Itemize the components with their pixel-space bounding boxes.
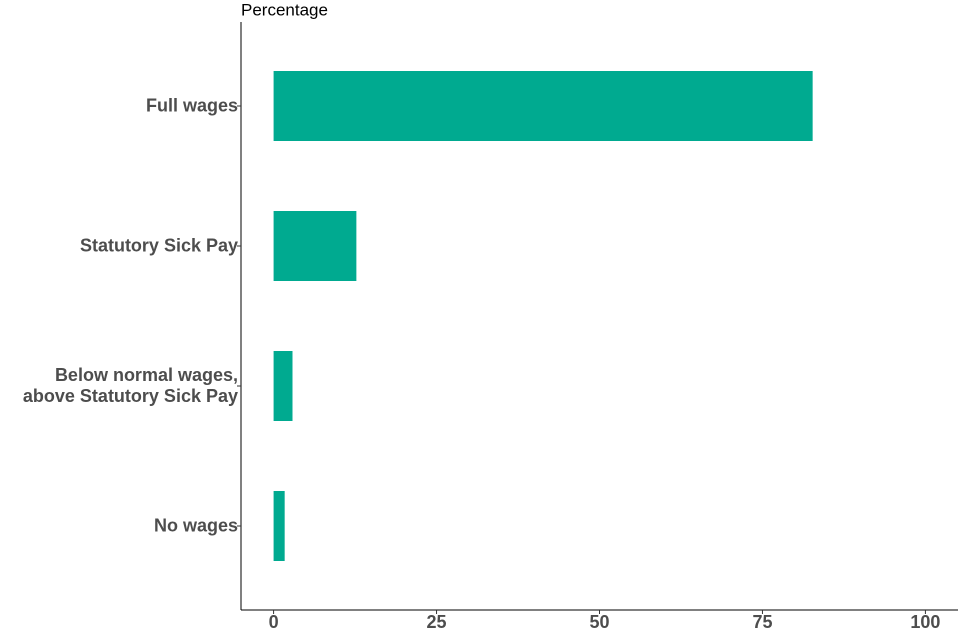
bar xyxy=(273,491,285,561)
y-tick-label: No wages xyxy=(153,515,238,536)
x-tick-label: 25 xyxy=(427,612,447,632)
x-tick-label: 75 xyxy=(752,612,772,632)
x-tick-label: 0 xyxy=(269,612,279,632)
y-tick-label: Statutory Sick Pay xyxy=(79,235,238,256)
axis-title: Percentage xyxy=(241,0,328,19)
bar xyxy=(273,351,293,421)
y-tick-label: Full wages xyxy=(145,95,238,116)
y-tick-label: Below normal wages, above Statutory Sick… xyxy=(22,365,238,406)
bar xyxy=(273,71,813,141)
x-tick-label: 50 xyxy=(589,612,609,632)
x-tick-label: 100 xyxy=(910,612,940,632)
bar xyxy=(273,211,357,281)
